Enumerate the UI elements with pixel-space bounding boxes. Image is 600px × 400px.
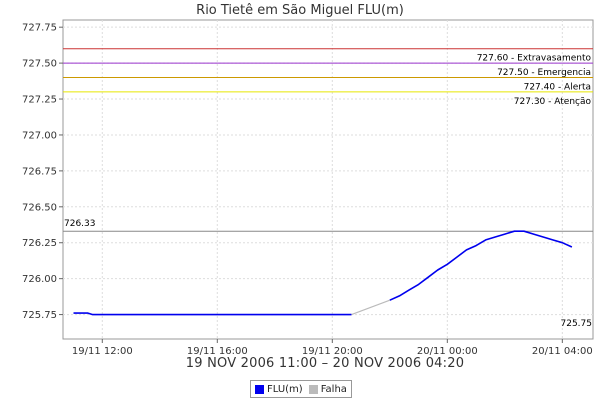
legend-label-falha: Falha	[320, 383, 347, 395]
min-label: 725.75	[561, 319, 593, 329]
y-tick-label: 725.75	[22, 310, 57, 321]
legend: FLU(m) Falha	[250, 380, 352, 398]
y-tick-label: 727.50	[22, 59, 57, 70]
reference-lines	[63, 48, 593, 232]
y-tick-label: 726.25	[22, 238, 57, 249]
y-tick-label: 727.75	[22, 23, 57, 34]
series-line-flu	[389, 230, 573, 301]
plot-area	[62, 19, 594, 340]
series-line-flu	[73, 312, 352, 316]
x-tick-label: 19/11 16:00	[187, 346, 248, 357]
max-label: 726.33	[64, 219, 96, 229]
threshold-label: 727.60 - Extravasamento	[477, 54, 592, 64]
y-tick-label: 726.00	[22, 274, 57, 285]
legend-swatch-falha	[308, 384, 318, 394]
label-layer: 727.60 - Extravasamento 727.50 - Emergenc…	[64, 54, 592, 329]
chart-title: Rio Tietê em São Miguel FLU(m)	[196, 3, 404, 18]
legend-item-falha: Falha	[308, 383, 347, 395]
y-tick-label: 726.75	[22, 166, 57, 177]
x-tick-label: 20/11 00:00	[417, 346, 478, 357]
x-tick-label: 19/11 20:00	[302, 346, 363, 357]
axis-layer: 725.75 726.00 726.25 726.50 726.75 727.00 727.…	[22, 23, 593, 357]
y-tick-label: 726.50	[22, 202, 57, 213]
legend-label-flu: FLU(m)	[267, 383, 303, 395]
y-tick-label: 727.00	[22, 130, 57, 141]
legend-swatch-flu	[255, 384, 264, 394]
threshold-label: 727.30 - Atenção	[514, 97, 592, 107]
x-tick-label: 19/11 12:00	[72, 346, 133, 357]
threshold-label: 727.40 - Alerta	[524, 82, 591, 92]
x-tick-label: 20/11 04:00	[532, 346, 593, 357]
grid-layer	[62, 19, 594, 340]
series-line-falha	[351, 299, 391, 316]
series-layer	[73, 230, 573, 316]
threshold-label: 727.50 - Emergencia	[497, 68, 591, 78]
y-tick-label: 727.25	[22, 95, 57, 106]
legend-item-flu: FLU(m)	[255, 384, 303, 395]
date-range-label: 19 NOV 2006 11:00 – 20 NOV 2006 04:20	[185, 356, 465, 371]
